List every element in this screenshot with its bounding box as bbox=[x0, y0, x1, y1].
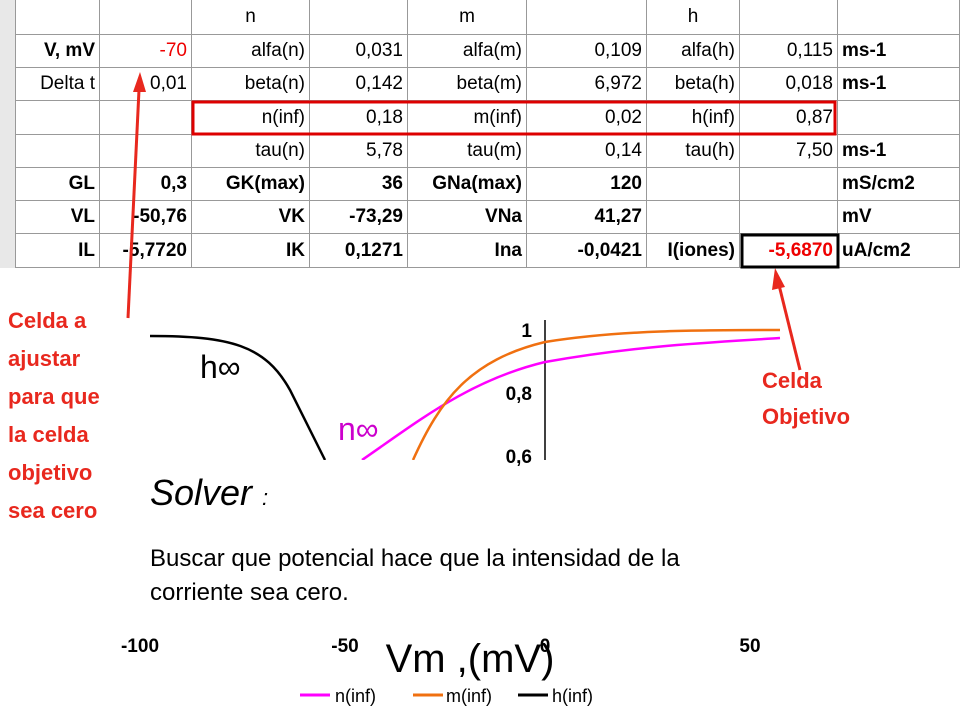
curve-label: n∞ bbox=[338, 411, 379, 447]
cell: tau(m) bbox=[408, 135, 527, 168]
cell: VL bbox=[15, 201, 100, 234]
cell: alfa(m) bbox=[408, 35, 527, 68]
cell: 0,1271 bbox=[310, 234, 408, 268]
annotation: objetivo bbox=[8, 460, 92, 485]
solver-title: Solver bbox=[150, 472, 254, 513]
y-tick-label: 0,6 bbox=[506, 447, 532, 468]
cell: 0,3 bbox=[100, 168, 192, 201]
cell: Ina bbox=[408, 234, 527, 268]
cell: 7,50 bbox=[740, 135, 838, 168]
cell: 36 bbox=[310, 168, 408, 201]
cell bbox=[740, 168, 838, 201]
annotation: la celda bbox=[8, 422, 89, 447]
cell: m bbox=[408, 0, 527, 35]
cell: GL bbox=[15, 168, 100, 201]
curve-label: h∞ bbox=[200, 349, 241, 385]
cell: 0,109 bbox=[527, 35, 647, 68]
cell: GNa(max) bbox=[408, 168, 527, 201]
legend-label: n(inf) bbox=[335, 686, 376, 706]
cell: 0,01 bbox=[100, 68, 192, 101]
cell: -73,29 bbox=[310, 201, 408, 234]
cell: GK(max) bbox=[192, 168, 310, 201]
cell: h bbox=[647, 0, 740, 35]
cell: VNa bbox=[408, 201, 527, 234]
body-text: Buscar que potencial hace que la intensi… bbox=[150, 545, 680, 572]
cell: alfa(h) bbox=[647, 35, 740, 68]
cell: IK bbox=[192, 234, 310, 268]
x-axis-label: Vm ,(mV) bbox=[386, 637, 555, 681]
row-header bbox=[0, 0, 16, 268]
x-tick-label: -100 bbox=[121, 636, 159, 657]
cell: VK bbox=[192, 201, 310, 234]
cell: n bbox=[192, 0, 310, 35]
cell: tau(n) bbox=[192, 135, 310, 168]
cell: 0,115 bbox=[740, 35, 838, 68]
cell: V, mV bbox=[15, 35, 100, 68]
cell: alfa(n) bbox=[192, 35, 310, 68]
cell bbox=[15, 135, 100, 168]
cell bbox=[310, 0, 408, 35]
cell: 41,27 bbox=[527, 201, 647, 234]
cell bbox=[740, 0, 838, 35]
y-tick-label: 1 bbox=[521, 321, 532, 342]
cell: IL bbox=[15, 234, 100, 268]
cell: 5,78 bbox=[310, 135, 408, 168]
cell bbox=[647, 168, 740, 201]
annotation: ajustar bbox=[8, 346, 81, 371]
cell bbox=[527, 0, 647, 35]
annotation: Celda bbox=[762, 368, 823, 393]
cell: 120 bbox=[527, 168, 647, 201]
y-tick-label: 0,8 bbox=[506, 384, 532, 405]
cell bbox=[15, 101, 100, 135]
annotation: sea cero bbox=[8, 498, 97, 523]
cell bbox=[100, 0, 192, 35]
cell: 0,031 bbox=[310, 35, 408, 68]
x-tick-label: 50 bbox=[739, 636, 760, 657]
x-tick-label: -50 bbox=[331, 636, 358, 657]
annotation: Celda a bbox=[8, 308, 87, 333]
annotation: Objetivo bbox=[762, 404, 850, 429]
cell: -0,0421 bbox=[527, 234, 647, 268]
cell: -70 bbox=[100, 35, 192, 68]
cell: I(iones) bbox=[647, 234, 740, 268]
cell: -50,76 bbox=[100, 201, 192, 234]
cell bbox=[647, 201, 740, 234]
cell bbox=[15, 0, 100, 35]
cell: -5,7720 bbox=[100, 234, 192, 268]
annotation: para que bbox=[8, 384, 100, 409]
cell bbox=[100, 135, 192, 168]
x-tick-label: 0 bbox=[540, 636, 551, 657]
cell: Delta t bbox=[15, 68, 100, 101]
legend-label: m(inf) bbox=[446, 686, 492, 706]
body-text: corriente sea cero. bbox=[150, 579, 349, 606]
cell: 0,14 bbox=[527, 135, 647, 168]
cell: tau(h) bbox=[647, 135, 740, 168]
solver-colon: : bbox=[262, 485, 268, 510]
legend-label: h(inf) bbox=[552, 686, 593, 706]
